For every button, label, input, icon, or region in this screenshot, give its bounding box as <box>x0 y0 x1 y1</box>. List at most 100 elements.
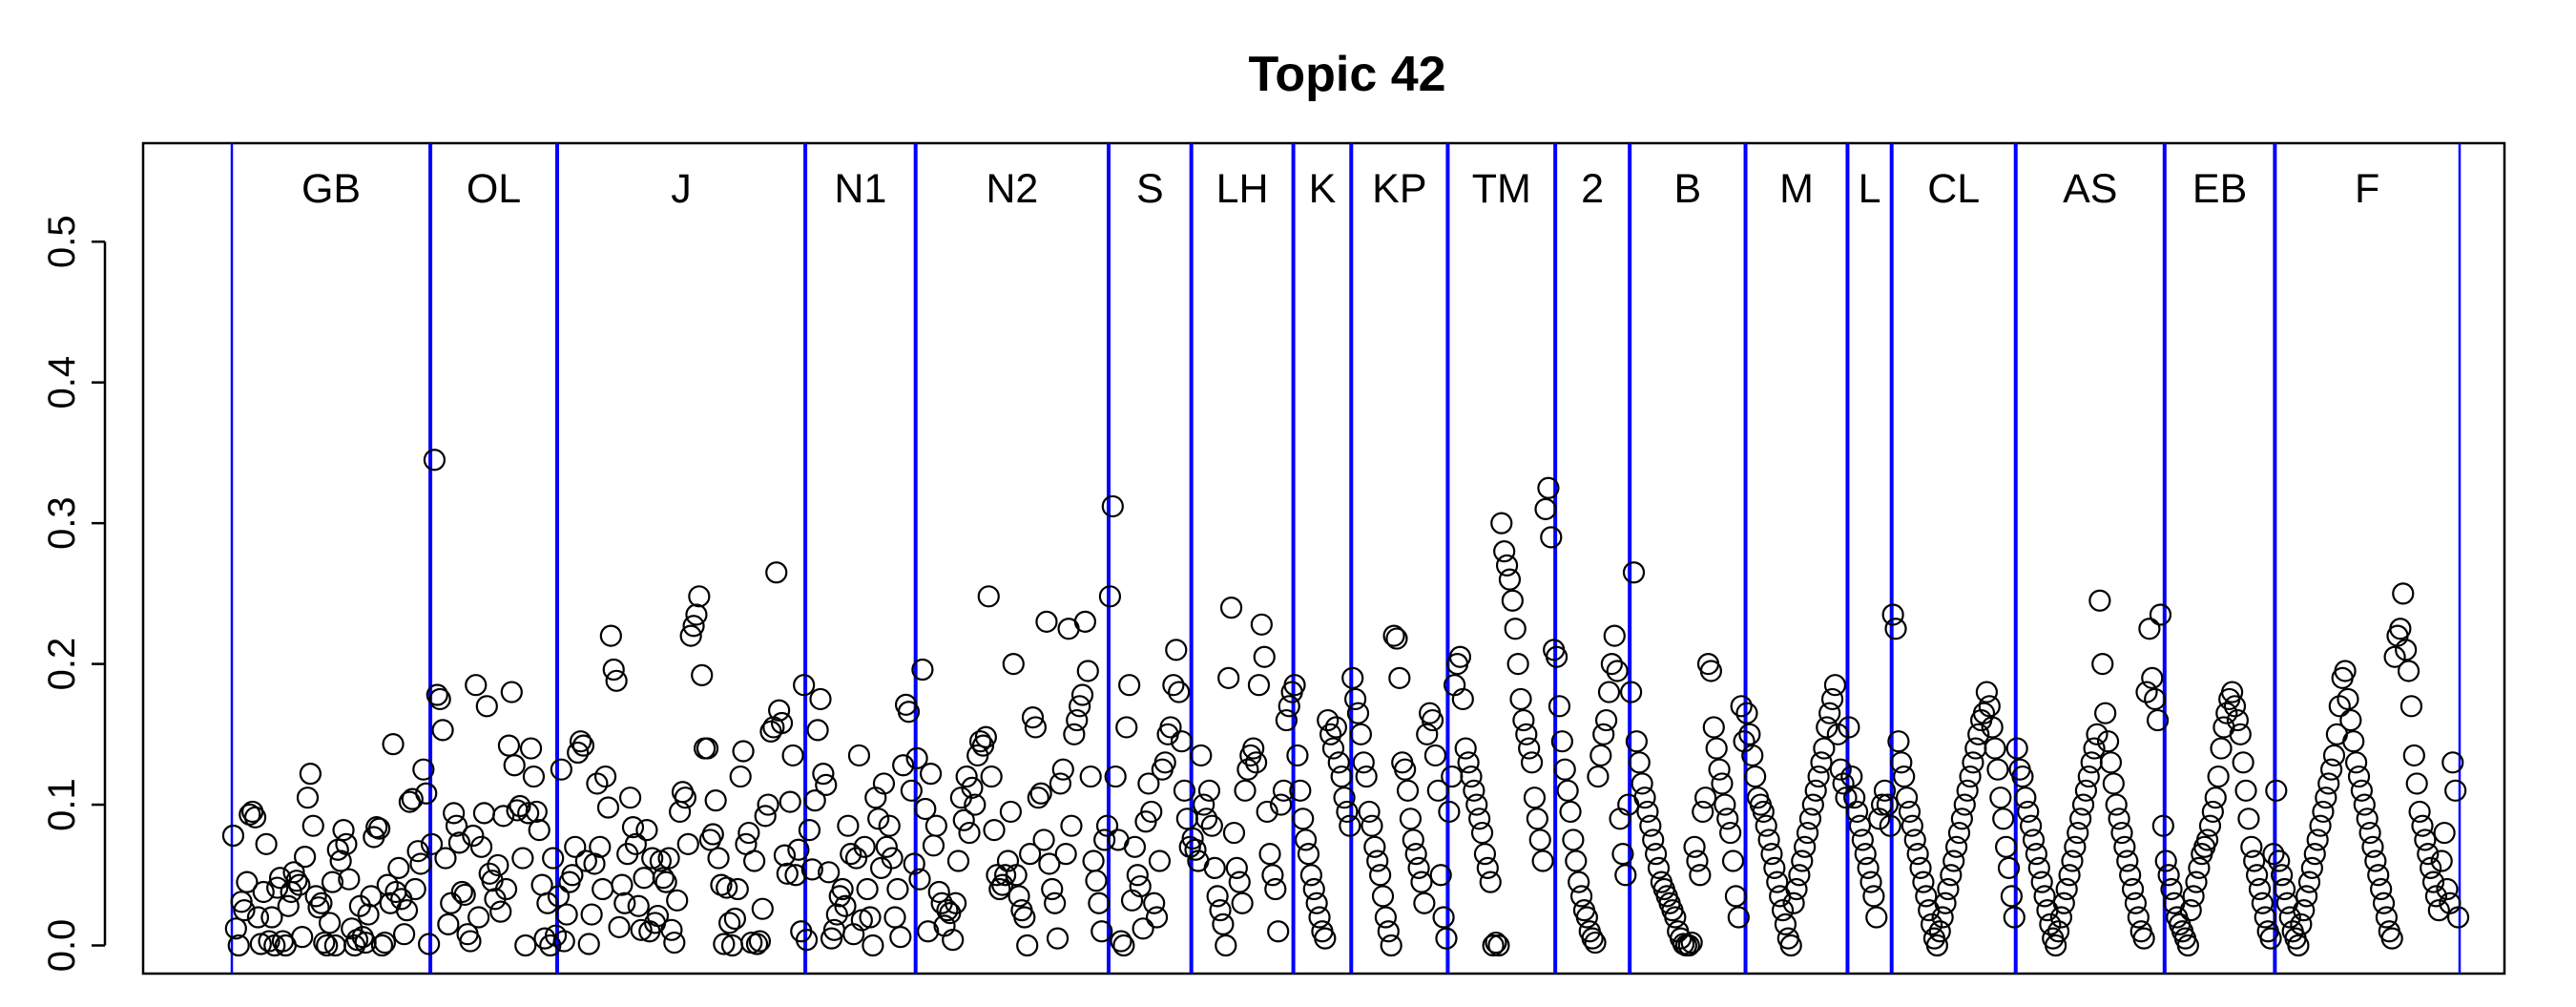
region-label: L <box>1859 166 1881 212</box>
data-point <box>964 793 987 816</box>
data-point <box>1457 751 1480 774</box>
data-point <box>1785 877 1808 901</box>
data-point <box>1694 787 1717 809</box>
data-point <box>2096 730 2120 753</box>
data-point <box>1766 871 1789 893</box>
data-point <box>1082 850 1105 872</box>
data-point <box>1810 751 1833 774</box>
data-point <box>310 892 333 914</box>
data-point <box>2000 885 2023 908</box>
data-point <box>2251 892 2274 914</box>
data-point <box>635 818 658 842</box>
data-point <box>500 681 523 703</box>
data-point <box>420 832 444 855</box>
data-point <box>1636 800 1659 824</box>
data-point <box>2237 808 2260 830</box>
data-point <box>1677 934 1700 957</box>
data-point <box>360 885 383 908</box>
data-point <box>341 917 364 940</box>
data-point <box>701 823 724 846</box>
data-point <box>2157 864 2180 887</box>
data-point <box>1545 645 1568 668</box>
data-point <box>751 897 774 920</box>
data-point <box>666 889 689 912</box>
data-point <box>1989 787 2012 809</box>
data-point <box>1162 674 1185 697</box>
data-point <box>459 930 482 953</box>
data-point <box>1088 892 1111 914</box>
data-point <box>1327 751 1350 774</box>
region-label: F <box>2355 166 2379 212</box>
data-point <box>892 754 915 777</box>
data-point <box>1209 899 1232 922</box>
data-point <box>307 896 330 919</box>
data-point <box>2300 856 2323 880</box>
data-point <box>2083 737 2106 760</box>
data-point <box>1118 674 1141 697</box>
data-point <box>968 730 992 753</box>
data-point <box>696 737 719 760</box>
data-point <box>1382 624 1405 647</box>
data-point <box>2303 843 2326 866</box>
data-point <box>472 802 496 825</box>
data-point <box>2245 864 2269 887</box>
data-point <box>1051 758 1074 781</box>
data-point <box>368 817 391 840</box>
data-point <box>1374 906 1398 929</box>
data-point <box>1515 723 1538 745</box>
data-point <box>1286 744 1309 767</box>
data-point <box>1482 934 1505 957</box>
data-point <box>806 719 829 742</box>
data-point <box>795 929 819 952</box>
data-point <box>716 876 738 899</box>
region-label: K <box>1309 166 1337 212</box>
data-point <box>1699 660 1723 682</box>
data-point <box>293 846 317 869</box>
data-point <box>2317 772 2340 795</box>
data-point <box>2364 850 2387 872</box>
data-point <box>255 832 278 855</box>
data-point <box>946 850 970 872</box>
data-point <box>2071 793 2095 816</box>
data-point <box>465 674 488 697</box>
data-point <box>654 871 677 893</box>
data-point <box>800 858 823 881</box>
data-point <box>1008 885 1030 908</box>
data-point <box>903 852 925 875</box>
data-point <box>1101 494 1124 518</box>
data-point <box>2278 906 2301 929</box>
data-point <box>1330 765 1353 788</box>
data-point <box>2334 660 2357 682</box>
data-point <box>1336 800 1359 824</box>
data-point <box>2328 695 2351 718</box>
data-point <box>1587 765 1610 788</box>
data-point <box>633 867 655 890</box>
data-point <box>2033 885 2056 908</box>
data-point <box>1890 751 1913 774</box>
data-point <box>2176 934 2199 957</box>
data-point <box>2210 737 2233 760</box>
data-point <box>900 779 923 802</box>
data-point <box>2427 899 2450 922</box>
data-point <box>536 892 559 914</box>
data-point <box>1219 597 1243 619</box>
data-point <box>936 899 959 922</box>
data-point <box>1181 827 1204 850</box>
data-point <box>447 831 471 854</box>
data-point <box>304 885 327 908</box>
data-point <box>955 765 978 788</box>
data-point <box>1153 751 1176 774</box>
data-point <box>1294 829 1318 851</box>
data-point <box>564 835 587 858</box>
data-point <box>1816 716 1839 739</box>
data-point <box>1234 779 1257 802</box>
data-point <box>847 744 871 767</box>
data-point <box>942 929 965 952</box>
y-tick-label: 0.0 <box>41 919 83 973</box>
data-point <box>754 805 777 828</box>
data-point <box>2446 906 2470 929</box>
data-point <box>2259 927 2282 950</box>
data-point <box>663 931 686 955</box>
data-point <box>1565 850 1588 872</box>
data-point <box>726 877 749 901</box>
